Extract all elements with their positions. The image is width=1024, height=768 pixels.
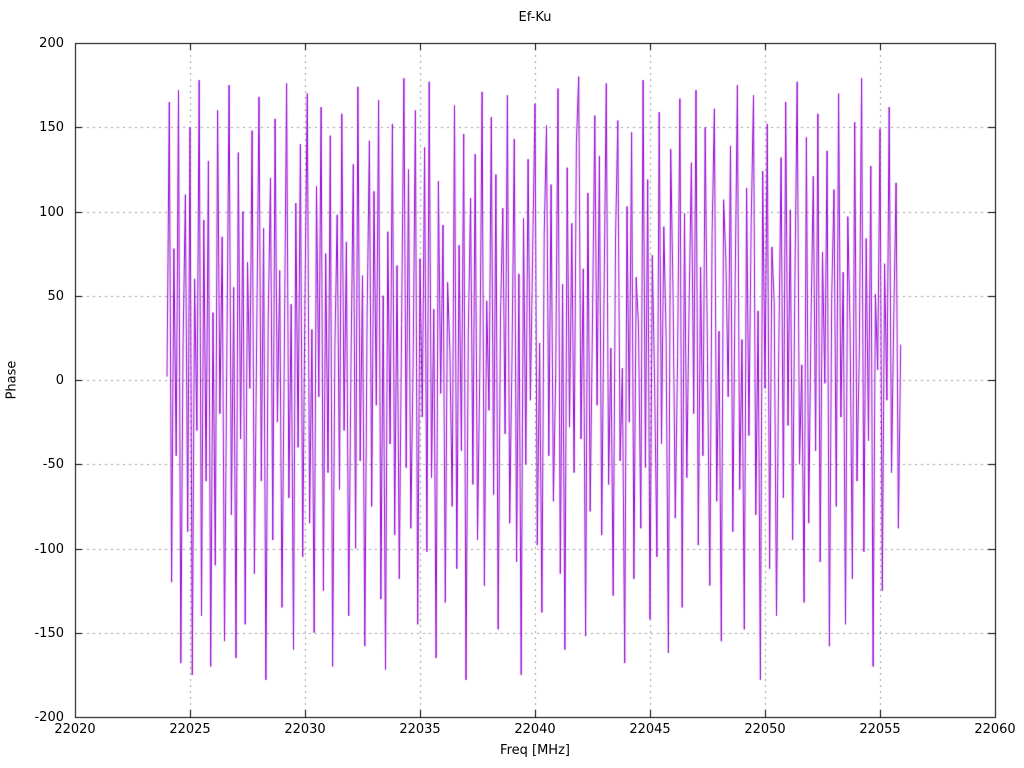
y-tick-label: 150 [39, 120, 64, 136]
x-tick-label: 22030 [284, 722, 326, 737]
x-tick-label: 22035 [399, 722, 441, 737]
y-tick-label: 50 [47, 288, 64, 304]
x-tick-label: 22045 [629, 722, 671, 737]
y-tick-label: -50 [42, 457, 64, 473]
y-tick-label: -200 [34, 710, 64, 725]
x-tick-label: 22050 [744, 722, 786, 737]
y-tick-label: 100 [39, 204, 64, 220]
x-tick-label: 22060 [974, 722, 1016, 737]
x-tick-label: 22040 [514, 722, 556, 737]
x-axis-title: Freq [MHz] [500, 743, 570, 758]
y-tick-label: -100 [34, 541, 64, 557]
x-tick-label: 22055 [859, 722, 901, 737]
chart-title: Ef-Ku [518, 10, 552, 25]
y-tick-label: 200 [39, 36, 64, 51]
y-tick-label: -150 [34, 625, 64, 641]
x-tick-label: 22020 [54, 722, 96, 737]
y-tick-label: 0 [55, 373, 64, 388]
x-tick-label: 22025 [169, 722, 211, 737]
